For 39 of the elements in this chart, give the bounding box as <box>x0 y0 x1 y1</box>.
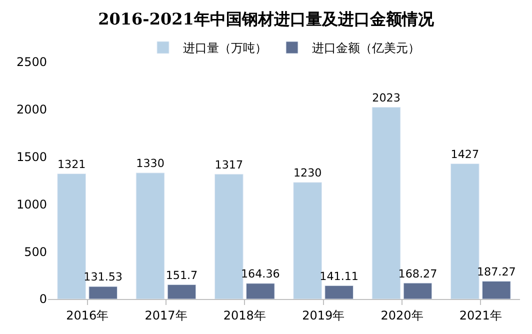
legend-label: 进口金额（亿美元） <box>312 41 420 56</box>
bar <box>246 283 275 299</box>
bar <box>324 285 354 299</box>
bar <box>57 174 86 299</box>
bar <box>136 172 165 299</box>
bar <box>403 282 432 299</box>
data-label: 164.36 <box>240 268 280 281</box>
data-label: 2023 <box>372 91 400 104</box>
y-tick-label: 1500 <box>16 150 47 164</box>
data-label: 131.53 <box>84 270 123 284</box>
x-tick-label: 2018年 <box>223 308 266 322</box>
data-label: 1427 <box>450 148 480 161</box>
y-tick-label: 2500 <box>16 55 47 70</box>
bar <box>293 182 322 299</box>
legend-label: 进口量（万吨） <box>183 41 267 56</box>
data-label: 1317 <box>214 158 244 172</box>
bar <box>214 174 244 299</box>
bar <box>88 286 118 299</box>
y-tick-label: 2000 <box>16 102 47 117</box>
y-tick-label: 0 <box>39 292 47 306</box>
y-tick-label: 500 <box>24 244 47 259</box>
y-tick-label: 1000 <box>16 197 47 212</box>
bar <box>372 106 401 299</box>
x-tick-label: 2020年 <box>380 308 424 322</box>
bar <box>450 163 480 299</box>
x-tick-label: 2017年 <box>144 308 188 322</box>
data-label: 1330 <box>136 157 164 170</box>
chart-title: 2016-2021年中国钢材进口量及进口金额情况 <box>98 10 435 29</box>
bar <box>167 284 196 299</box>
data-label: 168.27 <box>398 267 438 280</box>
x-tick-label: 2016年 <box>66 308 109 322</box>
x-tick-label: 2019年 <box>302 308 345 322</box>
x-tick-label: 2021年 <box>459 308 502 322</box>
data-label: 1230 <box>293 166 322 180</box>
data-label: 187.27 <box>476 265 516 278</box>
data-label: 151.7 <box>166 268 198 282</box>
data-label: 1321 <box>57 158 86 171</box>
data-label: 141.11 <box>320 270 359 283</box>
bar <box>482 281 511 299</box>
